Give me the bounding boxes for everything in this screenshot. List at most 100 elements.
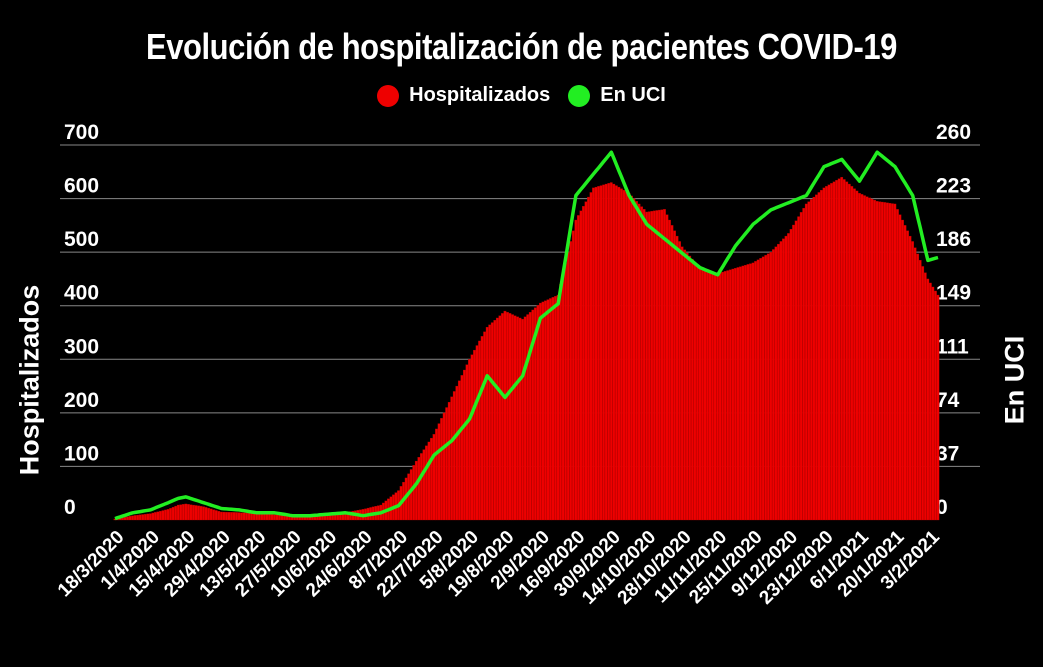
bar-hospitalizados bbox=[128, 516, 132, 521]
bar-hospitalizados bbox=[133, 515, 137, 521]
bar-hospitalizados bbox=[435, 428, 438, 521]
bar-hospitalizados bbox=[701, 268, 704, 521]
bar-hospitalizados bbox=[508, 313, 512, 521]
bar-hospitalizados bbox=[166, 509, 170, 521]
bar-hospitalizados bbox=[726, 270, 730, 521]
bar-hospitalizados bbox=[706, 270, 709, 521]
legend-item-hospitalizados[interactable]: Hospitalizados bbox=[377, 84, 550, 107]
bar-hospitalizados bbox=[262, 513, 266, 521]
bar-hospitalizados bbox=[885, 202, 889, 521]
bar-hospitalizados bbox=[222, 511, 226, 521]
bar-hospitalizados bbox=[546, 299, 550, 521]
legend-item-uci[interactable]: En UCI bbox=[568, 84, 666, 107]
bar-hospitalizados bbox=[754, 261, 757, 521]
bar-hospitalizados bbox=[463, 369, 466, 521]
bar-hospitalizados bbox=[658, 209, 661, 521]
bar-hospitalizados bbox=[498, 315, 502, 521]
bar-hospitalizados bbox=[473, 349, 476, 521]
bar-hospitalizados bbox=[447, 401, 451, 521]
bar-hospitalizados bbox=[199, 506, 203, 521]
bar-hospitalizados bbox=[837, 178, 841, 521]
bar-hospitalizados bbox=[518, 317, 522, 521]
bar-hospitalizados bbox=[409, 469, 413, 521]
bar-hospitalizados bbox=[855, 190, 859, 521]
bar-hospitalizados bbox=[782, 238, 785, 521]
bar-hospitalizados bbox=[642, 209, 646, 521]
bar-hospitalizados bbox=[478, 340, 481, 521]
bar-hospitalizados bbox=[247, 512, 251, 521]
bar-hospitalizados bbox=[245, 512, 248, 521]
bar-hospitalizados bbox=[574, 219, 578, 521]
bar-hospitalizados bbox=[480, 336, 484, 521]
bar-hospitalizados bbox=[878, 201, 882, 521]
bar-hospitalizados bbox=[711, 271, 714, 521]
bar-hospitalizados bbox=[516, 316, 519, 521]
bar-hospitalizados bbox=[169, 508, 173, 521]
bar-hospitalizados bbox=[554, 295, 557, 521]
bar-hospitalizados bbox=[495, 317, 499, 521]
bar-hospitalizados bbox=[883, 202, 887, 521]
y-tick-label-right: 74 bbox=[936, 389, 960, 412]
bar-hospitalizados bbox=[875, 201, 879, 521]
bar-hospitalizados bbox=[802, 207, 806, 521]
bar-hospitalizados bbox=[470, 354, 474, 521]
bar-hospitalizados bbox=[143, 514, 147, 521]
bar-hospitalizados bbox=[688, 255, 692, 521]
y-tick-label-right: 149 bbox=[936, 282, 971, 305]
bar-hospitalizados bbox=[751, 262, 755, 521]
bar-hospitalizados bbox=[749, 263, 752, 521]
bar-hospitalizados bbox=[931, 286, 935, 521]
bar-hospitalizados bbox=[850, 186, 854, 521]
bar-hospitalizados bbox=[723, 271, 727, 521]
chart-legend: Hospitalizados En UCI bbox=[0, 84, 1043, 107]
bar-hospitalizados bbox=[232, 512, 236, 521]
bar-hospitalizados bbox=[673, 230, 676, 521]
bar-hospitalizados bbox=[698, 268, 702, 521]
bar-hospitalizados bbox=[202, 506, 205, 521]
bar-hospitalizados bbox=[536, 305, 540, 521]
bar-hospitalizados bbox=[437, 423, 441, 521]
bar-hospitalizados bbox=[197, 505, 200, 521]
bar-hospitalizados bbox=[799, 212, 803, 521]
bar-hospitalizados bbox=[123, 516, 127, 521]
bar-hospitalizados bbox=[490, 322, 494, 521]
bar-hospitalizados bbox=[703, 269, 707, 521]
bar-hospitalizados bbox=[207, 507, 210, 521]
bar-hospitalizados bbox=[544, 300, 547, 521]
bar-hospitalizados bbox=[918, 260, 922, 521]
bar-hospitalizados bbox=[690, 258, 694, 521]
bar-hospitalizados bbox=[564, 262, 568, 521]
bar-hospitalizados bbox=[627, 193, 631, 521]
bar-hospitalizados bbox=[777, 243, 780, 521]
bar-hospitalizados bbox=[539, 302, 542, 521]
bar-hospitalizados bbox=[906, 230, 909, 521]
bar-hospitalizados bbox=[164, 509, 167, 521]
y-tick-label-right: 260 bbox=[936, 121, 971, 144]
bar-hospitalizados bbox=[804, 203, 808, 521]
bar-hospitalizados bbox=[812, 196, 816, 521]
bar-hospitalizados bbox=[934, 290, 937, 521]
bar-hospitalizados bbox=[797, 216, 801, 521]
y-tick-label-right: 37 bbox=[936, 442, 959, 465]
bar-hospitalizados bbox=[571, 230, 575, 521]
bar-hospitalizados bbox=[584, 201, 588, 521]
bar-hospitalizados bbox=[873, 199, 876, 521]
bar-hospitalizados bbox=[880, 201, 884, 521]
bar-hospitalizados bbox=[774, 246, 778, 521]
bar-hospitalizados bbox=[450, 396, 454, 521]
bar-hospitalizados bbox=[569, 241, 573, 521]
bar-hospitalizados bbox=[630, 195, 633, 521]
bar-hospitalizados bbox=[888, 203, 892, 521]
bar-hospitalizados bbox=[136, 514, 140, 521]
y-tick-label-left: 0 bbox=[64, 496, 76, 519]
bar-hospitalizados bbox=[501, 313, 504, 521]
bar-hospitalizados bbox=[860, 194, 864, 521]
bar-hospitalizados bbox=[176, 504, 180, 521]
bar-hospitalizados bbox=[609, 182, 613, 521]
bar-hospitalizados bbox=[161, 510, 165, 521]
bar-hospitalizados bbox=[594, 186, 598, 521]
bar-hospitalizados bbox=[650, 211, 654, 521]
legend-label-uci: En UCI bbox=[600, 84, 666, 106]
